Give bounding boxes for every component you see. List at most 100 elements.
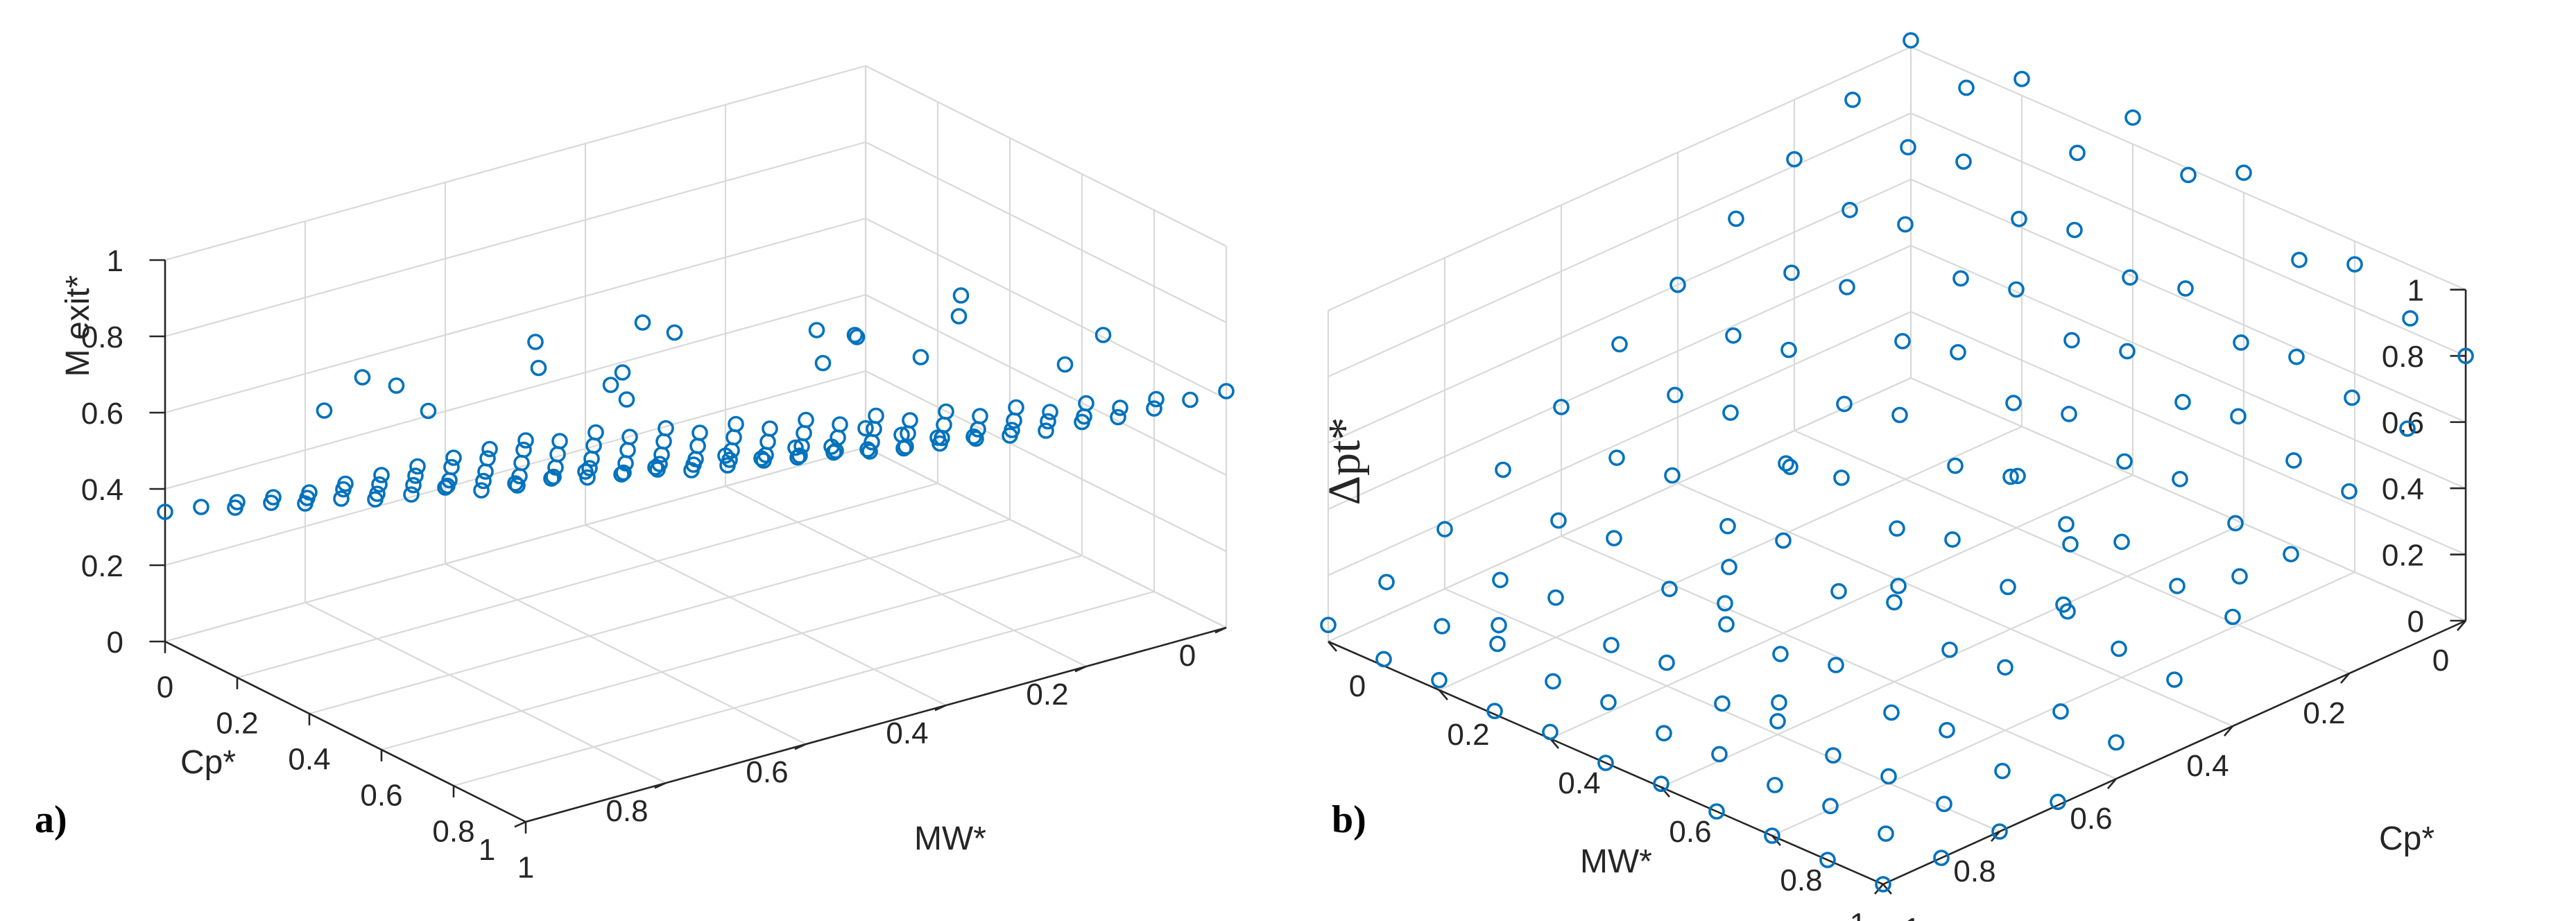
data-point <box>2062 535 2079 553</box>
data-point <box>513 454 530 472</box>
data-point <box>1883 704 1900 721</box>
data-point <box>1878 825 1894 842</box>
data-point <box>407 467 424 484</box>
data-point <box>798 411 814 429</box>
panel-label: b) <box>1332 798 1366 841</box>
grid-line <box>1328 311 1912 576</box>
data-point <box>2061 406 2077 422</box>
data-point <box>2235 164 2252 181</box>
data-point <box>2113 533 2130 551</box>
data-point <box>846 327 864 343</box>
z-tick-label: 0.4 <box>2382 472 2424 506</box>
data-point <box>2174 393 2191 411</box>
data-point <box>950 308 968 325</box>
data-point <box>615 464 632 481</box>
data-point <box>1542 723 1559 741</box>
data-point <box>2227 515 2244 532</box>
data-point <box>475 472 492 490</box>
data-point <box>2291 251 2308 268</box>
y-tick <box>794 743 807 750</box>
data-point <box>1822 798 1839 815</box>
data-point <box>2063 332 2080 349</box>
data-point <box>618 391 635 408</box>
data-point <box>1941 642 1958 658</box>
y-tick-label: 0.4 <box>1558 766 1600 800</box>
grid-line <box>164 141 866 338</box>
data-point <box>634 314 651 331</box>
data-point <box>1828 657 1844 673</box>
data-point <box>1486 703 1503 720</box>
data-point <box>1489 635 1506 653</box>
data-point <box>651 456 668 472</box>
grid-line <box>1439 425 2023 691</box>
data-point <box>1844 92 1861 108</box>
data-point <box>791 447 808 464</box>
x-tick-label: 0.4 <box>288 742 330 776</box>
data-point <box>1775 532 1792 549</box>
data-point <box>1008 399 1024 416</box>
data-point <box>388 377 405 394</box>
data-point <box>2124 109 2141 126</box>
data-point <box>614 364 631 381</box>
data-point <box>1708 803 1725 820</box>
data-point <box>1719 517 1736 535</box>
data-point <box>2013 71 2030 87</box>
data-point <box>1320 617 1337 633</box>
data-point <box>549 446 566 463</box>
data-point <box>333 490 350 507</box>
data-point <box>1148 390 1165 408</box>
data-point <box>1375 651 1392 668</box>
data-point <box>1545 673 1561 690</box>
grid-line <box>1910 311 2466 556</box>
data-point <box>445 449 462 466</box>
data-point <box>530 359 547 377</box>
grid-line <box>1910 245 2466 490</box>
data-point <box>1553 399 1570 415</box>
data-point <box>2283 546 2299 562</box>
y-tick <box>1074 665 1087 673</box>
data-point <box>2000 578 2016 596</box>
data-point <box>1955 153 1972 170</box>
data-point <box>403 486 420 503</box>
data-point <box>1936 795 1952 813</box>
chart-a: 00.20.40.60.8100.20.40.60.8100.20.40.60.… <box>35 64 1235 884</box>
data-point <box>2230 408 2247 425</box>
data-point <box>2111 640 2127 657</box>
y-tick-label: 0.8 <box>1780 863 1822 897</box>
data-point <box>2066 221 2083 239</box>
data-point <box>2119 343 2136 360</box>
data-point <box>1042 404 1058 420</box>
data-point <box>1886 594 1903 611</box>
x-tick-label: 0 <box>157 670 173 704</box>
data-point <box>1947 457 1964 474</box>
data-point <box>619 442 636 458</box>
data-point <box>1056 356 1074 373</box>
data-point <box>1711 746 1728 763</box>
data-point <box>1547 589 1564 606</box>
data-point <box>405 476 422 494</box>
data-point <box>895 440 912 457</box>
data-point <box>868 407 884 424</box>
data-point <box>2069 144 2086 162</box>
data-point <box>2008 281 2025 298</box>
data-point <box>1078 395 1094 412</box>
y-axis-label: Cp* <box>2379 820 2435 857</box>
grid-line <box>1328 377 1912 643</box>
data-point <box>1991 823 2008 840</box>
y-tick <box>1660 786 1670 798</box>
x-tick-label: 0.6 <box>2070 802 2112 836</box>
data-point <box>1939 722 1955 739</box>
data-point <box>2050 793 2066 811</box>
data-point <box>832 416 848 433</box>
data-point <box>1890 578 1907 594</box>
data-point <box>938 403 954 420</box>
y-tick-label: 0.6 <box>746 755 788 789</box>
data-point <box>1841 202 1858 218</box>
grid-line <box>164 217 866 414</box>
data-point <box>579 469 596 486</box>
grid-line <box>865 294 1227 476</box>
y-axis-label: Cp* <box>180 744 236 781</box>
y-axis-line <box>525 626 1227 823</box>
grid-line <box>1328 112 1912 378</box>
grid-line <box>1328 245 1912 510</box>
